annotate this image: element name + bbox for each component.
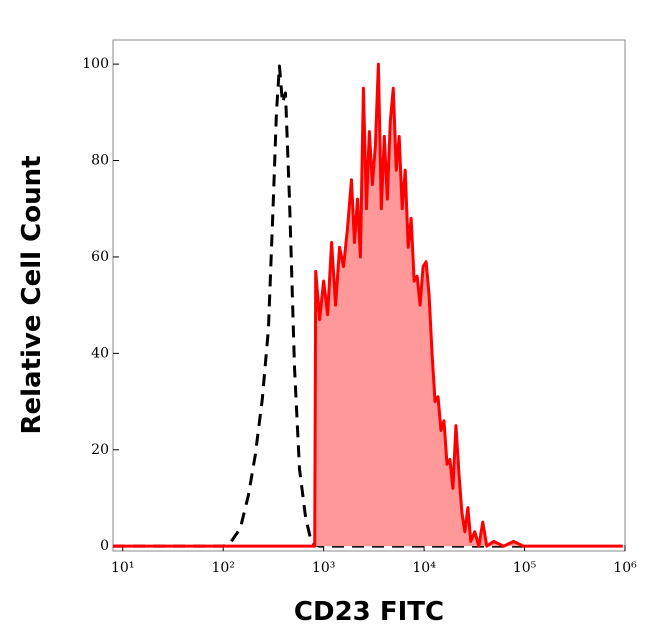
y-tick-label: 80 [91,153,109,169]
x-tick-label: 10⁶ [613,560,637,576]
y-tick-label: 40 [91,345,109,361]
histogram-line [113,62,623,548]
x-tick-label: 10² [211,560,234,576]
y-tick-label: 60 [91,249,109,265]
y-tick-label: 20 [91,442,109,458]
x-tick-label: 10⁵ [513,560,537,576]
x-tick-label: 10³ [312,560,335,576]
x-axis-title: CD23 FITC [294,597,444,627]
x-tick-label: 10¹ [111,560,134,576]
histogram-area [113,64,623,547]
plot-frame [112,39,626,552]
y-tick-label: 100 [82,56,109,72]
y-tick-label: 0 [100,538,109,554]
y-axis-title: Relative Cell Count [17,155,47,434]
histogram-line [113,64,525,548]
x-tick-label: 10⁴ [412,560,436,576]
